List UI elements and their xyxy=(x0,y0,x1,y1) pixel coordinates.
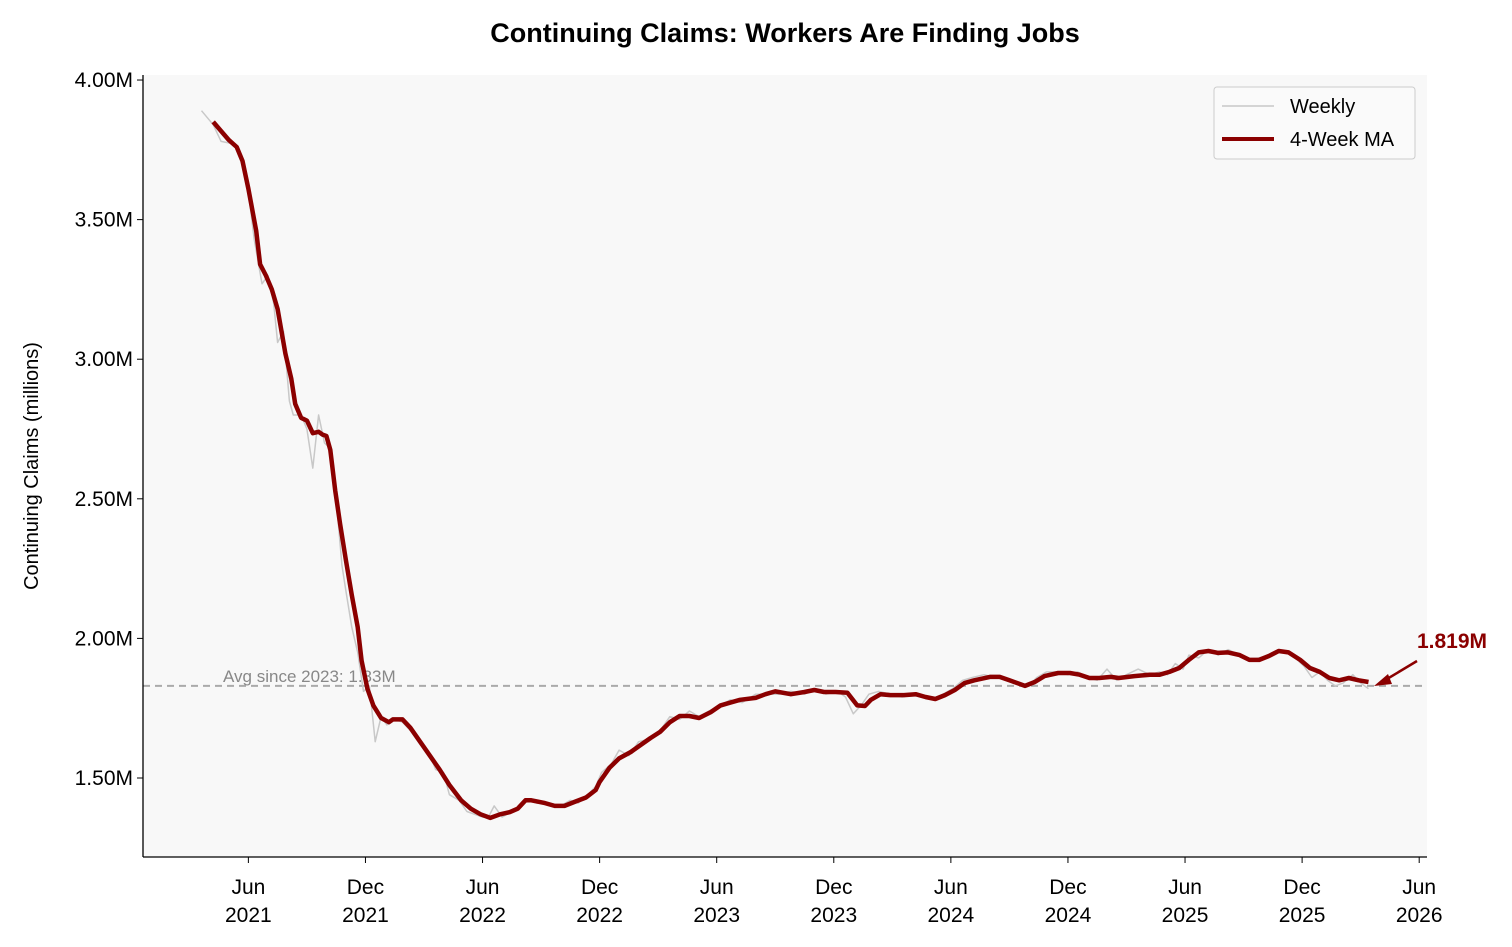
x-tick-label-year: 2023 xyxy=(810,904,857,927)
x-tick-label-year: 2026 xyxy=(1396,904,1443,927)
annotation: 1.819M xyxy=(1374,630,1487,686)
chart-title: Continuing Claims: Workers Are Finding J… xyxy=(490,18,1080,48)
x-tick-label-month: Jun xyxy=(1168,876,1202,899)
x-tick-label-month: Dec xyxy=(815,876,852,899)
x-tick-label-year: 2022 xyxy=(576,904,623,927)
average-reference-label: Avg since 2023: 1.83M xyxy=(223,667,396,686)
x-tick-label-month: Dec xyxy=(1283,876,1320,899)
x-tick-label-month: Dec xyxy=(581,876,618,899)
y-axis-label: Continuing Claims (millions) xyxy=(21,342,43,590)
x-tick-label-year: 2021 xyxy=(342,904,389,927)
x-tick-label-year: 2024 xyxy=(928,904,975,927)
x-tick-label-month: Jun xyxy=(231,876,265,899)
y-tick-label: 2.50M xyxy=(75,488,133,511)
y-tick-label: 4.00M xyxy=(75,69,133,92)
x-tick-label-year: 2024 xyxy=(1045,904,1092,927)
x-tick-label-month: Dec xyxy=(347,876,384,899)
y-tick-label: 3.50M xyxy=(75,209,133,232)
legend-label-weekly: Weekly xyxy=(1290,96,1355,118)
annotation-arrow-head-icon xyxy=(1374,674,1392,686)
x-tick-label-year: 2025 xyxy=(1279,904,1326,927)
y-tick-label: 1.50M xyxy=(75,767,133,790)
legend: Weekly 4-Week MA xyxy=(1213,86,1416,160)
x-tick-label-year: 2022 xyxy=(459,904,506,927)
x-tick-label-year: 2021 xyxy=(225,904,272,927)
y-tick-label: 2.00M xyxy=(75,627,133,650)
series-line-4-week-ma xyxy=(211,120,1369,821)
x-tick-label-year: 2025 xyxy=(1162,904,1209,927)
y-tick-label: 3.00M xyxy=(75,348,133,371)
x-tick-label-month: Jun xyxy=(934,876,968,899)
plot-area xyxy=(143,75,1427,857)
annotation-label: 1.819M xyxy=(1417,630,1487,653)
x-tick-label-month: Jun xyxy=(466,876,500,899)
legend-label-ma: 4-Week MA xyxy=(1290,129,1395,151)
x-tick-label-month: Jun xyxy=(700,876,734,899)
x-tick-label-year: 2023 xyxy=(693,904,740,927)
x-tick-label-month: Jun xyxy=(1402,876,1436,899)
x-tick-label-month: Dec xyxy=(1049,876,1086,899)
